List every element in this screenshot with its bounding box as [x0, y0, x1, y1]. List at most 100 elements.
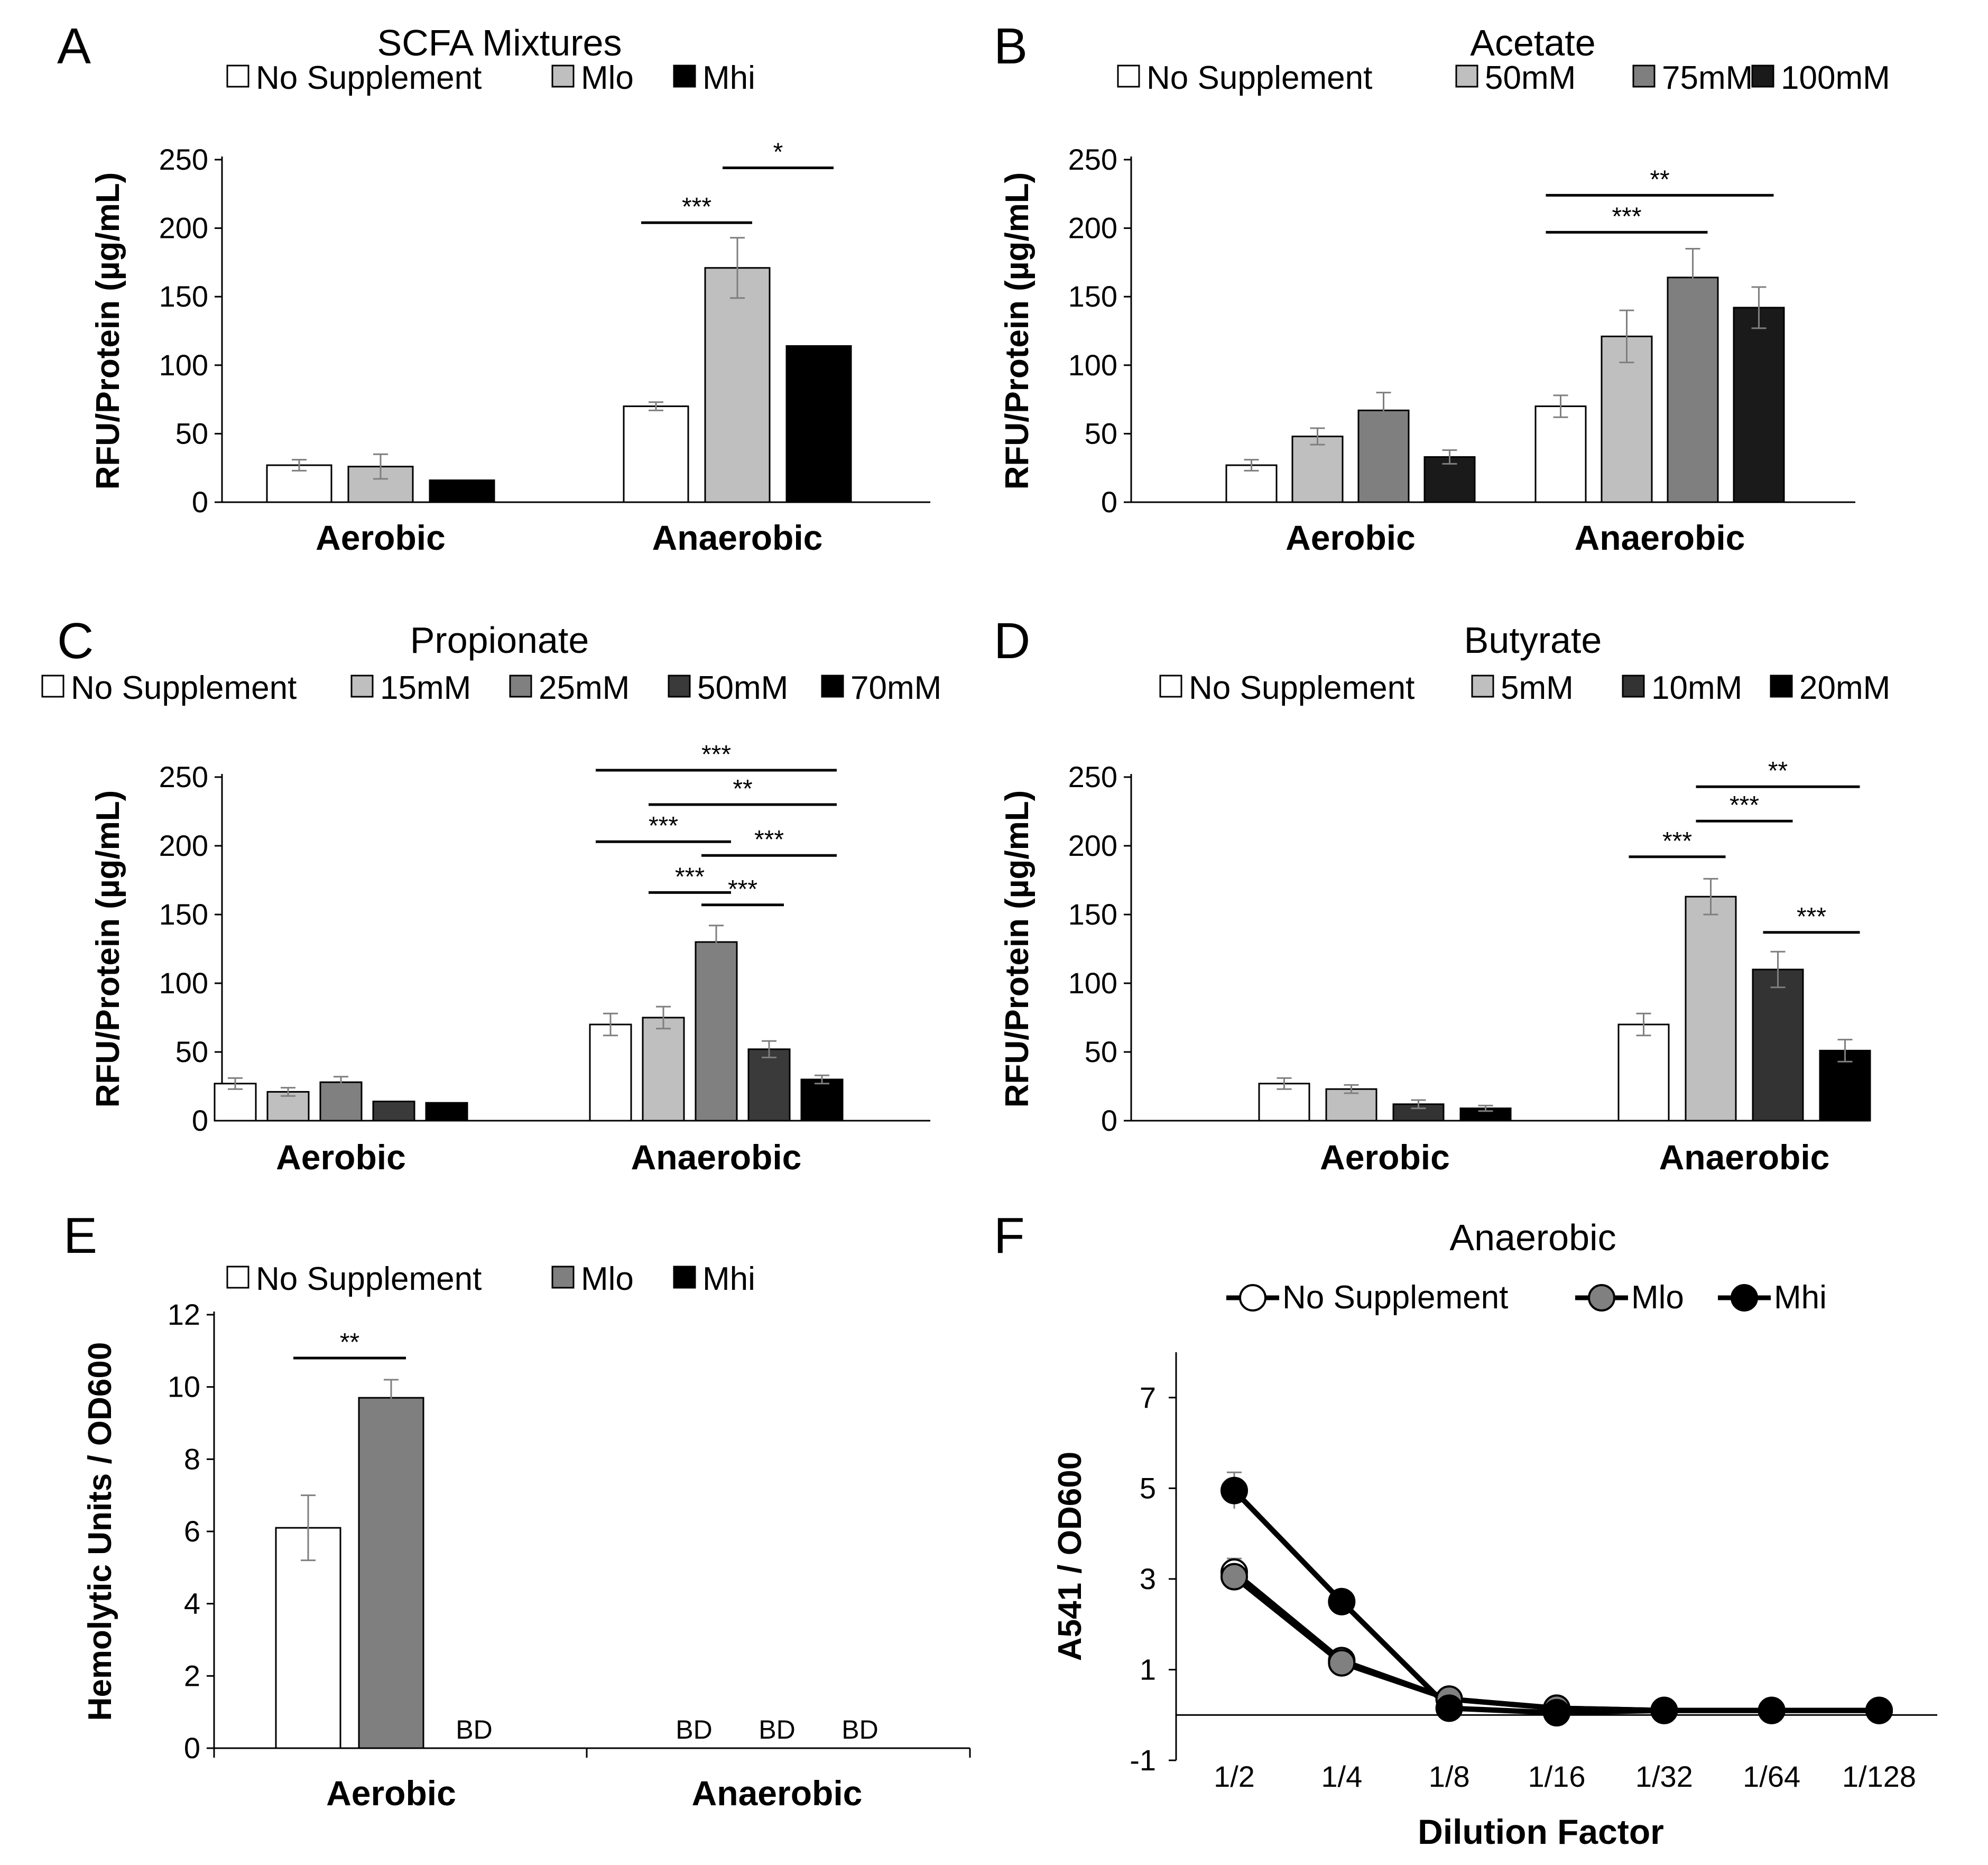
significance-label: ***: [1662, 827, 1692, 855]
chart-title: Acetate: [1470, 22, 1595, 63]
bar: [704, 267, 771, 503]
legend-swatch: [226, 1266, 249, 1289]
y-tick-label: 0: [192, 1104, 208, 1137]
y-tick-label: 4: [184, 1587, 200, 1620]
significance-label: ***: [649, 812, 678, 840]
panel-e: E No Supplement Mlo Mhi 0 2 4 6 8 10 12 Hemolytic U…: [63, 1207, 971, 1813]
y-tick-label: 0: [1101, 1104, 1117, 1137]
y-axis-label: RFU/Protein (µg/mL): [90, 172, 126, 490]
legend-label: 25mM: [539, 670, 630, 706]
bar: [425, 1102, 468, 1122]
bar: [1291, 436, 1344, 503]
legend-label: Mlo: [581, 1261, 634, 1297]
x-tick-label: 1/16: [1528, 1760, 1586, 1793]
bd-label: BD: [759, 1715, 795, 1744]
legend-marker: [1731, 1284, 1758, 1312]
y-tick-label: 0: [1101, 485, 1117, 519]
chart-title: Anaerobic: [1449, 1217, 1616, 1258]
legend-swatch: [226, 64, 249, 88]
bar: [747, 1048, 791, 1122]
y-tick-label: 5: [1140, 1471, 1156, 1504]
significance-label: ***: [682, 193, 711, 221]
legend-label: No Supplement: [71, 670, 297, 706]
panel-letter: E: [63, 1207, 97, 1264]
y-tick-label: 3: [1140, 1562, 1156, 1595]
bar: [1752, 968, 1804, 1122]
bar: [785, 345, 852, 503]
x-tick-label: 1/32: [1635, 1760, 1693, 1793]
x-tick-label: 1/4: [1321, 1760, 1362, 1793]
bar: [1601, 335, 1653, 503]
legend-label: Mhi: [702, 1261, 755, 1297]
bar: [1667, 276, 1719, 503]
y-tick-label: 10: [168, 1370, 200, 1404]
data-point: [1328, 1649, 1356, 1677]
significance-label: ***: [701, 741, 731, 769]
bar: [800, 1078, 844, 1122]
bar: [1534, 405, 1587, 503]
y-tick-label: 100: [159, 966, 208, 1000]
y-tick-label: 250: [1068, 760, 1117, 793]
panel-d: D Butyrate No Supplement 5mM 10mM 20mM 0 50 100 1…: [994, 613, 1890, 1177]
legend-swatch: [1117, 64, 1140, 88]
data-point: [1865, 1696, 1893, 1724]
panel-letter: C: [57, 613, 94, 669]
y-tick-label: 50: [1085, 1035, 1117, 1068]
legend-label: 50mM: [1485, 60, 1576, 96]
legend-swatch: [350, 675, 374, 698]
data-point: [1435, 1694, 1463, 1722]
category-label: Aerobic: [1286, 518, 1416, 557]
significance-label: ***: [728, 875, 757, 903]
category-label: Anaerobic: [652, 518, 823, 557]
legend-swatch: [1622, 675, 1645, 698]
category-label: Aerobic: [316, 518, 446, 557]
legend-label: No Supplement: [1146, 60, 1372, 96]
legend-swatch: [1471, 675, 1494, 698]
data-point: [1220, 1476, 1248, 1504]
significance-label: ***: [754, 826, 784, 854]
x-tick-label: 1/64: [1743, 1760, 1800, 1793]
category-label: Anaerobic: [1659, 1138, 1830, 1177]
legend-marker: [1588, 1284, 1615, 1312]
y-axis-label: RFU/Protein (µg/mL): [999, 172, 1035, 490]
y-tick-label: 6: [184, 1515, 200, 1548]
legend-swatch: [1632, 64, 1656, 88]
legend-label: 5mM: [1501, 670, 1574, 706]
significance-label: ***: [1612, 202, 1641, 230]
bar: [1685, 895, 1737, 1122]
y-tick-label: 250: [159, 143, 208, 176]
legend-swatch: [509, 675, 532, 698]
y-axis-label: RFU/Protein (µg/mL): [999, 790, 1035, 1108]
significance-label: *: [773, 139, 783, 167]
bar: [372, 1101, 415, 1122]
legend-swatch: [551, 1266, 575, 1289]
y-tick-label: 2: [184, 1659, 200, 1692]
legend-swatch: [551, 64, 575, 88]
legend-swatch: [668, 675, 691, 698]
y-tick-label: 0: [184, 1731, 200, 1765]
legend-label: 100mM: [1781, 60, 1890, 96]
significance-label: ***: [1730, 791, 1759, 819]
data-point: [1543, 1698, 1570, 1726]
significance-label: ***: [1797, 903, 1826, 931]
bar: [642, 1017, 685, 1122]
legend-label: Mlo: [1631, 1279, 1684, 1316]
bar: [695, 941, 738, 1122]
panel-f: F Anaerobic No Supplement Mlo Mhi -1 1 3 5 7 1/2 1/…: [994, 1207, 1937, 1851]
legend-label: 75mM: [1662, 60, 1753, 96]
bar: [623, 405, 689, 503]
legend-label: No Supplement: [256, 1261, 482, 1297]
data-point: [1220, 1563, 1248, 1591]
legend-swatch: [1159, 675, 1182, 698]
legend-label: 70mM: [850, 670, 941, 706]
legend-label: Mlo: [581, 60, 634, 96]
y-tick-label: 50: [1085, 417, 1117, 450]
panel-letter: D: [994, 613, 1030, 669]
legend-label: 20mM: [1799, 670, 1890, 706]
x-tick-label: 1/2: [1214, 1760, 1255, 1793]
legend-label: 10mM: [1651, 670, 1742, 706]
legend-swatch: [821, 675, 844, 698]
y-tick-label: 7: [1140, 1381, 1156, 1414]
panel-c: C Propionate No Supplement 15mM 25mM 50mM 70mM…: [41, 613, 941, 1177]
x-tick-label: 1/8: [1429, 1760, 1470, 1793]
